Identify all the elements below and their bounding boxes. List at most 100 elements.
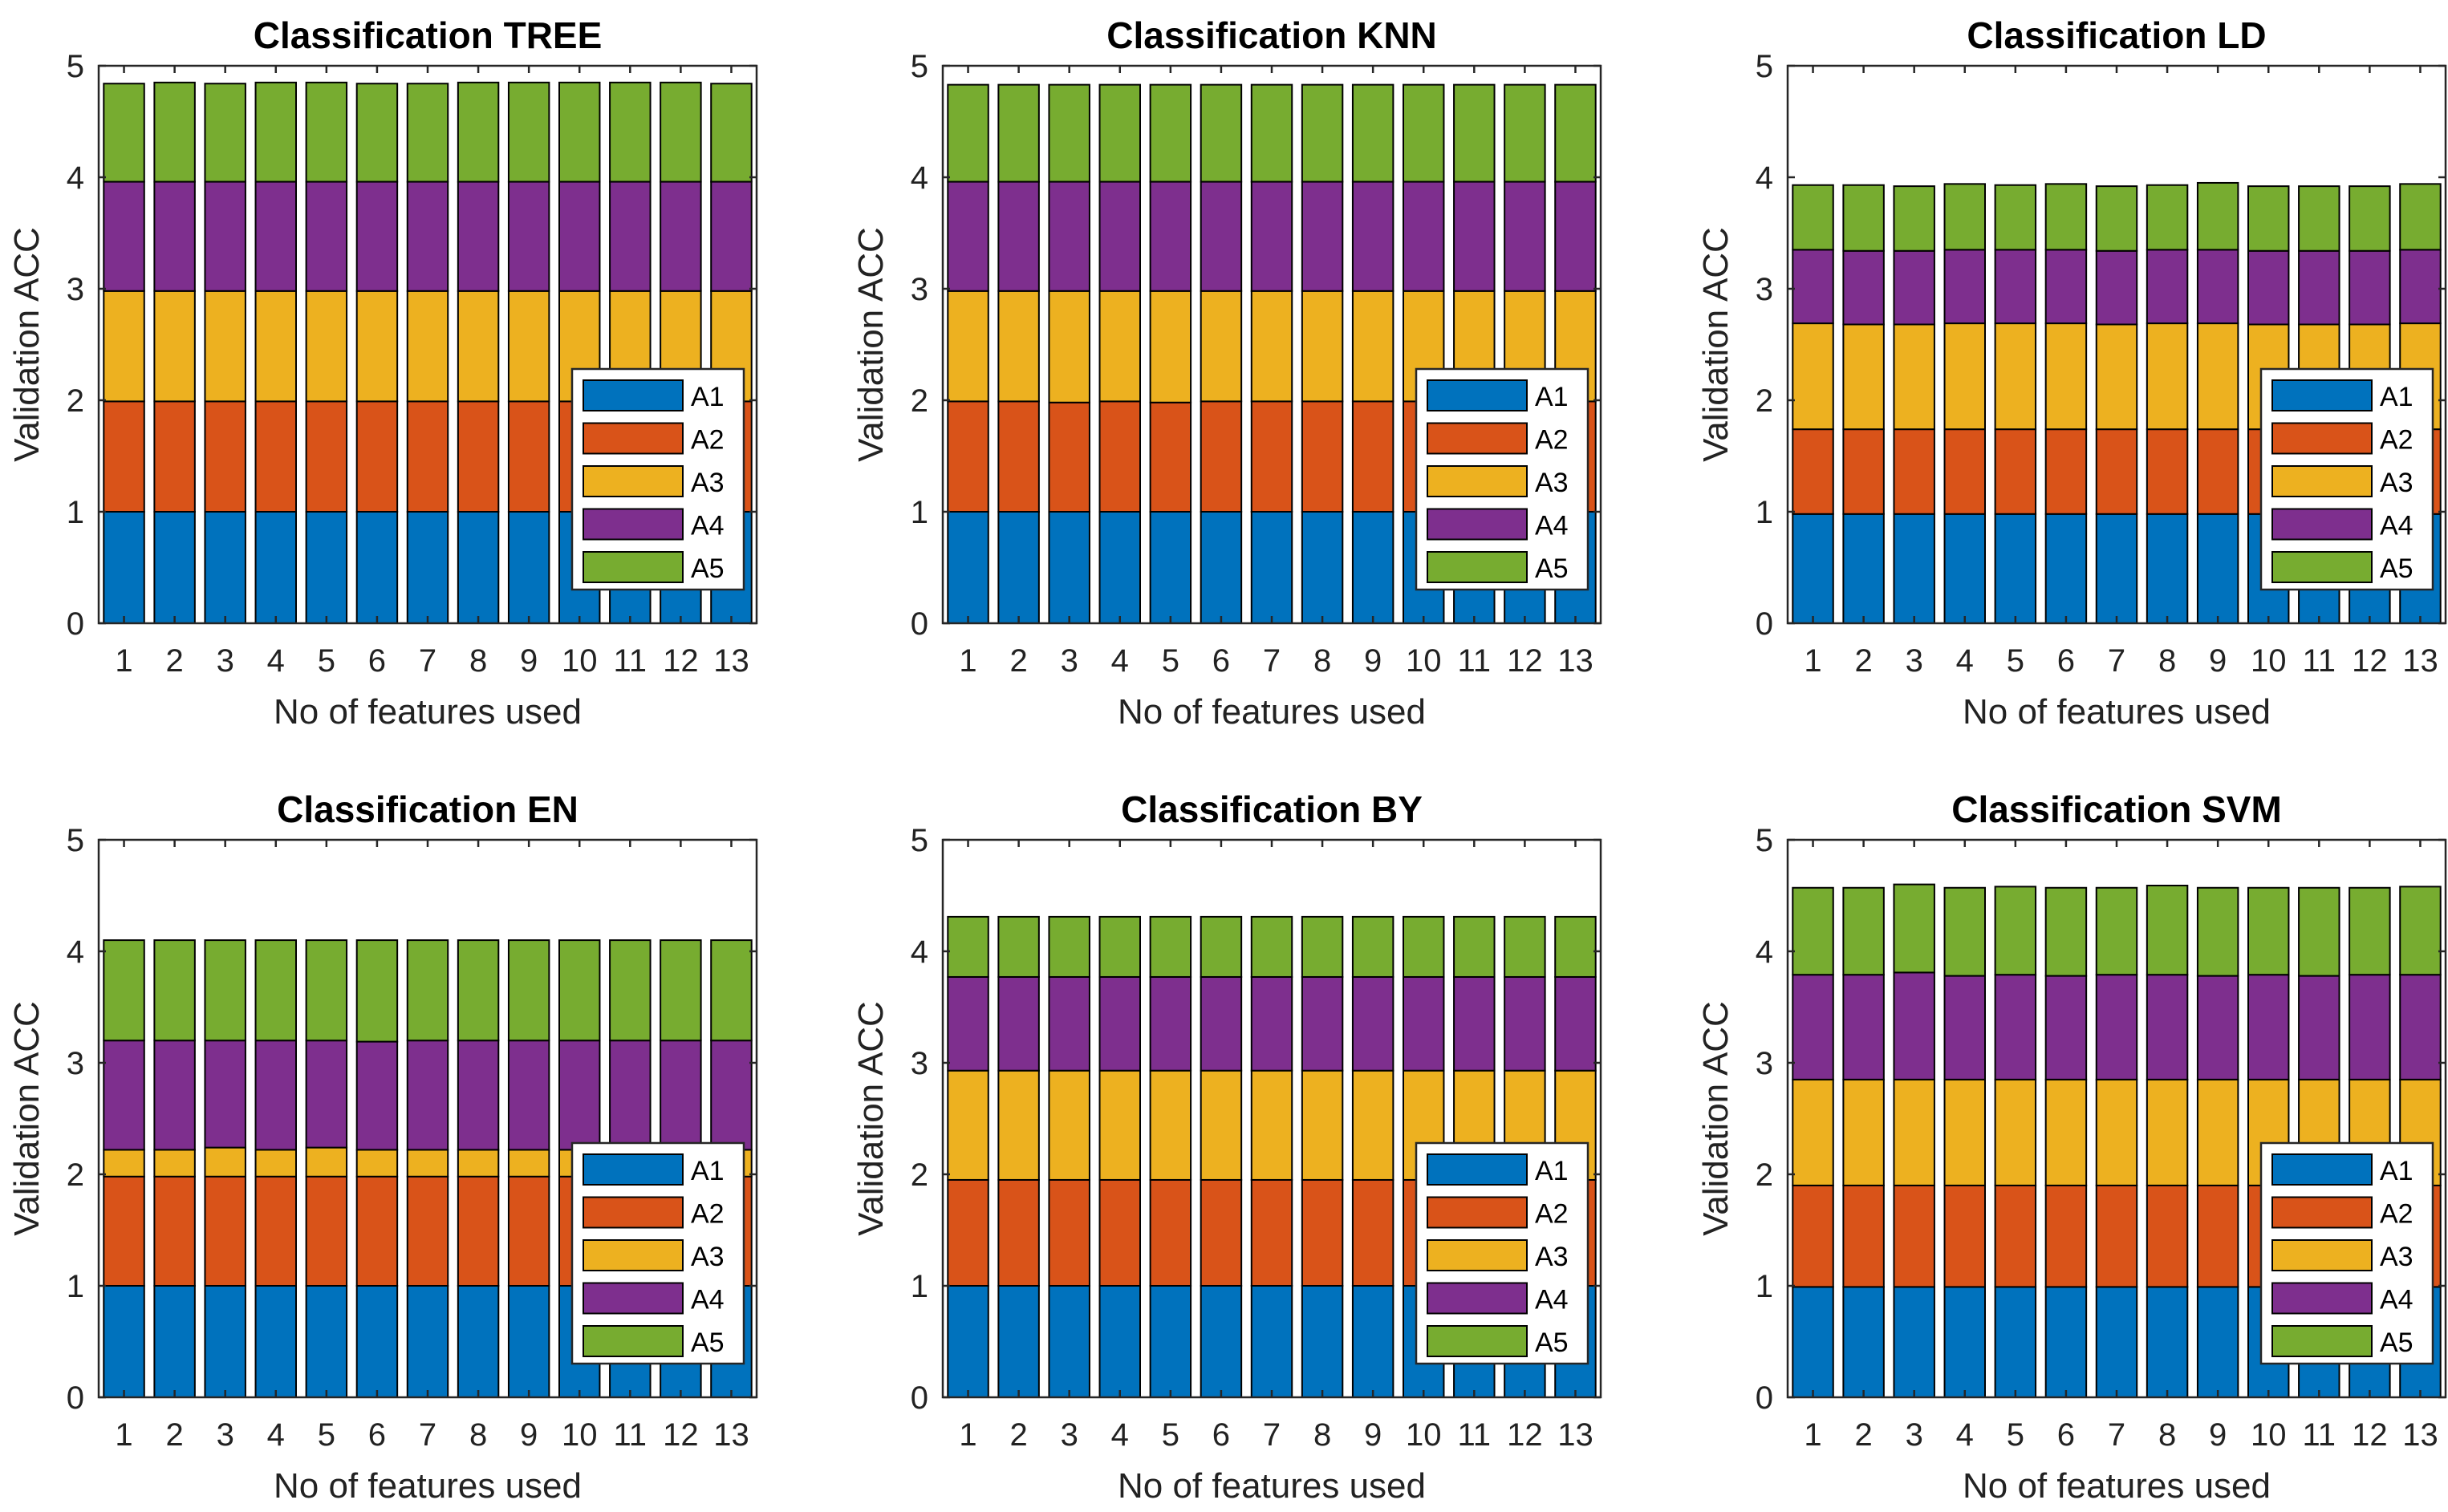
bar-a1-1 [103,1285,145,1398]
bar-a1-2 [997,511,1040,624]
legend: A1 A2 A3 A4 A5 [570,1141,745,1365]
y-tick-label: 1 [67,495,84,530]
legend-swatch-a5 [583,551,684,583]
bar-a3-9 [1351,290,1395,403]
x-tick-label: 4 [1956,643,1974,679]
bar-a2-5 [305,400,348,513]
bar-a3-8 [457,1149,500,1178]
bar-a5-11 [1453,915,1496,978]
bar-a3-9 [1351,1069,1395,1181]
bar-a2-5 [1994,428,2037,515]
bar-a5-4 [1098,83,1141,183]
bar-a4-10 [558,180,601,292]
legend-swatch-a4 [583,508,684,541]
bar-a2-3 [1893,1184,1935,1288]
bar-a5-4 [1943,886,1987,977]
bar-a5-3 [1893,185,1935,252]
bar-a2-6 [2044,1184,2088,1288]
bar-a1-7 [406,511,449,624]
bar-a4-11 [2298,249,2340,326]
bar-a3-2 [997,1069,1040,1181]
x-axis-label: No of features used [1963,692,2271,732]
bar-a4-8 [1301,180,1344,292]
x-tick-label: 2 [165,1417,183,1453]
x-axis-label: No of features used [1118,1466,1426,1506]
x-tick-label: 6 [1212,643,1230,679]
bar-a2-8 [1301,400,1344,513]
bar-a1-9 [507,511,550,624]
bar-a2-2 [153,1175,196,1287]
bar-a1-6 [2044,513,2088,625]
bar-a3-5 [305,1146,348,1178]
bar-a4-5 [1994,249,2037,325]
bar-a4-7 [2095,974,2138,1080]
bar-a5-1 [1792,184,1834,251]
x-tick-label: 5 [2007,1417,2024,1453]
bar-a4-12 [660,1040,702,1151]
x-tick-label: 4 [1111,643,1129,679]
y-tick-label: 1 [1756,495,1773,530]
x-tick-label: 1 [115,643,132,679]
legend-label-a5: A5 [1535,553,1569,584]
legend: A1 A2 A3 A4 A5 [1415,1141,1589,1365]
x-tick-label: 11 [614,643,648,679]
legend-swatch-a2 [1427,422,1528,455]
legend-swatch-a2 [583,422,684,455]
bar-a3-1 [1792,322,1834,431]
bar-a2-3 [204,400,246,513]
bar-a2-8 [457,1175,500,1287]
bar-a2-6 [1200,400,1243,513]
bar-a4-8 [457,1040,500,1151]
legend-swatch-a4 [1427,508,1528,541]
legend-label-a4: A4 [1535,1285,1569,1315]
bar-a5-12 [1504,915,1546,978]
y-tick-label: 4 [67,934,84,970]
y-tick-label: 5 [67,49,84,84]
x-tick-label: 5 [1162,643,1179,679]
bar-a5-5 [1149,915,1192,978]
bar-a5-2 [1842,886,1885,976]
bar-a4-12 [1504,975,1546,1072]
bar-a5-11 [2298,185,2340,252]
bar-a4-4 [1098,180,1141,292]
bar-a4-8 [2146,249,2189,325]
bar-a1-8 [457,1285,500,1398]
legend-label-a4: A4 [691,511,725,541]
bar-a1-5 [1994,1286,2037,1399]
legend-label-a2: A2 [2380,1199,2413,1230]
bar-a1-3 [1893,513,1935,625]
bar-a2-4 [254,1175,297,1287]
bar-a4-10 [558,1040,601,1151]
bar-a1-2 [1842,1286,1885,1399]
legend-swatch-a2 [2271,422,2373,455]
x-tick-label: 8 [469,1417,487,1453]
x-tick-label: 5 [2007,643,2024,679]
bar-a4-12 [2349,249,2391,326]
y-tick-label: 2 [911,1157,928,1193]
legend-swatch-a4 [2271,508,2373,541]
x-tick-label: 7 [419,1417,436,1453]
legend-label-a2: A2 [691,1199,725,1230]
bar-a1-5 [1149,1285,1192,1398]
x-tick-label: 3 [1906,643,1923,679]
x-tick-label: 4 [1956,1417,1974,1453]
y-axis-label: Validation ACC [851,227,891,462]
bar-a2-9 [507,1175,550,1287]
x-tick-label: 1 [1804,643,1821,679]
bar-a5-9 [1351,83,1395,183]
bar-a5-8 [1301,83,1344,183]
y-tick-label: 0 [911,1380,928,1416]
bar-a2-7 [2095,428,2138,515]
y-tick-label: 3 [67,272,84,307]
chart-title: Classification TREE [254,14,603,56]
bar-a5-1 [947,83,989,183]
legend-label-a1: A1 [1535,1156,1569,1186]
bar-a4-2 [1842,249,1885,326]
bar-a1-7 [2095,1286,2138,1399]
chart-title: Classification SVM [1951,788,2282,830]
x-tick-label: 9 [2209,1417,2227,1453]
bar-a3-5 [305,290,348,403]
legend-swatch-a3 [2271,1239,2373,1271]
